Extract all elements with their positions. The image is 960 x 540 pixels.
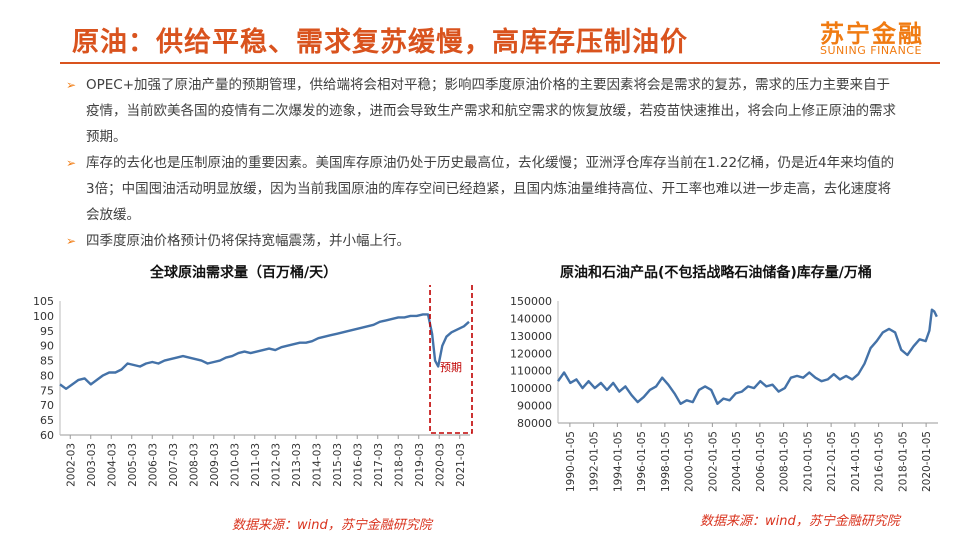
x-tick-label: 2006-01-05	[755, 431, 767, 492]
arrow-bullet-icon: ➢	[66, 234, 77, 248]
y-tick-label: 140000	[510, 312, 552, 325]
x-tick-label: 2002-01-05	[707, 431, 719, 492]
data-series-line	[59, 313, 470, 390]
x-tick-label: 1990-01-05	[565, 431, 577, 492]
chart-title-demand: 全球原油需求量（百万桶/天）	[150, 265, 338, 281]
x-tick-label: 2004-01-05	[731, 431, 743, 492]
x-tick-label: 2014-01-05	[850, 431, 862, 492]
y-tick-label: 150000	[510, 295, 552, 308]
x-tick-label: 2004-03	[106, 443, 118, 487]
x-tick-label: 1994-01-05	[612, 431, 624, 492]
x-tick-label: 2021-03	[455, 443, 467, 487]
x-tick-label: 2008-01-05	[779, 431, 791, 492]
x-tick-label: 2018-03	[393, 443, 405, 487]
x-tick-label: 2007-03	[168, 443, 180, 487]
x-tick-label: 2012-03	[270, 443, 282, 487]
chart-title-inventory: 原油和石油产品(不包括战略石油储备)库存量/万桶	[560, 265, 872, 281]
y-tick-label: 90000	[517, 400, 552, 413]
slide-header: 原油：供给平稳、需求复苏缓慢，高库存压制油价 苏宁金融 SUNING FINAN…	[0, 0, 960, 66]
y-tick-label: 90	[40, 340, 54, 353]
inventory-line-chart: 80000 90000 100000 110000 120000 130000 140000…	[510, 295, 938, 492]
logo-english-text: SUNING FINANCE	[820, 44, 922, 57]
y-tick-label: 80000	[517, 417, 552, 430]
x-tick-label: 2018-01-05	[897, 431, 909, 492]
x-tick-label: 2006-03	[147, 443, 159, 487]
page-title: 原油：供给平稳、需求复苏缓慢，高库存压制油价	[72, 27, 688, 58]
x-tick-label: 2019-03	[414, 443, 426, 487]
x-tick-label: 2016-03	[352, 443, 364, 487]
y-tick-label: 100	[33, 310, 54, 323]
x-tick-label: 2008-03	[188, 443, 200, 487]
data-series-line	[557, 308, 938, 405]
y-tick-label: 85	[40, 355, 54, 368]
y-tick-label: 95	[40, 325, 54, 338]
x-tick-label: 2015-03	[332, 443, 344, 487]
y-tick-label: 105	[33, 295, 54, 308]
x-tick-label: 2003-03	[86, 443, 98, 487]
y-tick-label: 60	[40, 429, 54, 442]
logo-chinese-text: 苏宁金融	[820, 20, 924, 48]
bullet-list: ➢ OPEC+加强了原油产量的预期管理，供给端将会相对平稳；影响四季度原油价格的…	[66, 72, 896, 254]
bullet-text: OPEC+加强了原油产量的预期管理，供给端将会相对平稳；影响四季度原油价格的主要…	[86, 77, 896, 145]
x-tick-label: 2016-01-05	[874, 431, 886, 492]
y-tick-label: 120000	[510, 347, 552, 360]
bullet-item: ➢ 四季度原油价格预计仍将保持宽幅震荡，并小幅上行。	[66, 228, 896, 254]
x-tick-label: 2020-01-05	[921, 431, 933, 492]
x-tick-label: 1992-01-05	[589, 431, 601, 492]
x-tick-label: 2014-03	[311, 443, 323, 487]
title-underline	[60, 62, 940, 64]
x-tick-label: 2010-03	[229, 443, 241, 487]
x-tick-label: 2002-03	[65, 443, 77, 487]
x-tick-label: 2000-01-05	[684, 431, 696, 492]
title-bar: 原油：供给平稳、需求复苏缓慢，高库存压制油价	[60, 18, 780, 58]
brand-logo: 苏宁金融 SUNING FINANCE	[812, 14, 942, 60]
x-tick-label: 2013-03	[291, 443, 303, 487]
arrow-bullet-icon: ➢	[66, 156, 77, 170]
bullet-item: ➢ OPEC+加强了原油产量的预期管理，供给端将会相对平稳；影响四季度原油价格的…	[66, 72, 896, 150]
x-tick-label: 2020-03	[434, 443, 446, 487]
y-tick-label: 75	[40, 384, 54, 397]
data-source-left: 数据来源：wind，苏宁金融研究院	[232, 518, 432, 533]
y-tick-label: 130000	[510, 330, 552, 343]
forecast-box	[429, 285, 473, 434]
arrow-bullet-icon: ➢	[66, 78, 77, 92]
x-tick-label: 2012-01-05	[826, 431, 838, 492]
y-tick-label: 80	[40, 369, 54, 382]
y-tick-label: 110000	[510, 365, 552, 378]
y-tick-label: 65	[40, 414, 54, 427]
bullet-item: ➢ 库存的去化也是压制原油的重要因素。美国库存原油仍处于历史最高位，去化缓慢；亚…	[66, 150, 896, 228]
y-tick-label: 70	[40, 399, 54, 412]
x-tick-label: 2011-03	[250, 443, 262, 487]
y-tick-label: 100000	[510, 382, 552, 395]
x-tick-label: 2009-03	[209, 443, 221, 487]
x-tick-label: 1998-01-05	[660, 431, 672, 492]
x-tick-label: 1996-01-05	[636, 431, 648, 492]
x-tick-label: 2005-03	[127, 443, 139, 487]
bullet-text: 四季度原油价格预计仍将保持宽幅震荡，并小幅上行。	[86, 233, 410, 249]
x-tick-label: 2010-01-05	[802, 431, 814, 492]
x-tick-label: 2017-03	[373, 443, 385, 487]
data-source-right: 数据来源：wind，苏宁金融研究院	[700, 514, 900, 529]
bullet-text: 库存的去化也是压制原油的重要因素。美国库存原油仍处于历史最高位，去化缓慢；亚洲浮…	[86, 155, 895, 223]
forecast-label: 预期	[440, 361, 462, 374]
